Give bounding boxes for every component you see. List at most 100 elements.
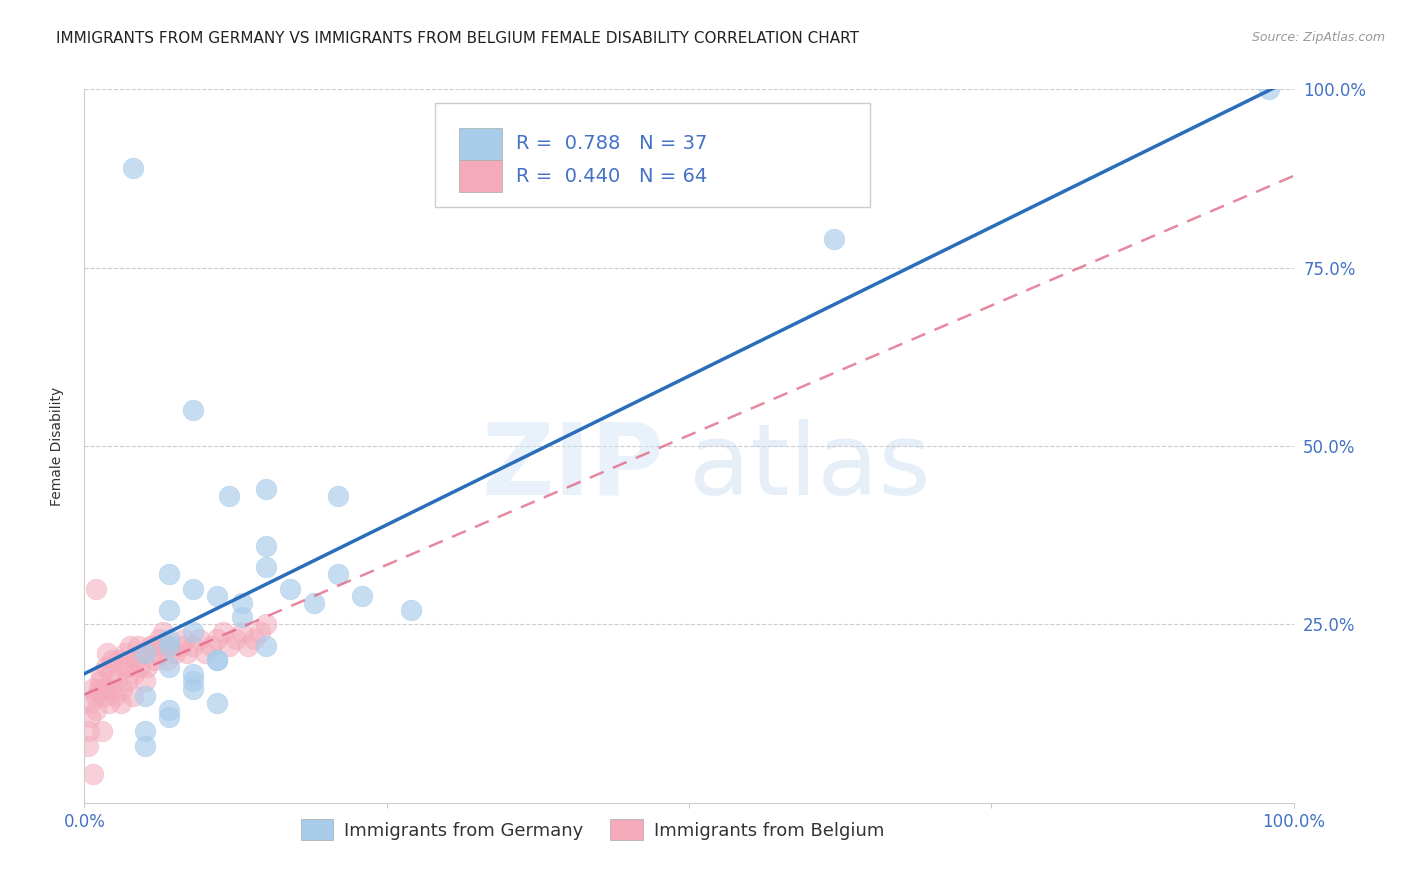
Point: [328, 489, 350, 503]
FancyBboxPatch shape: [460, 161, 502, 193]
Point: [122, 667, 145, 681]
Point: [170, 639, 193, 653]
Point: [181, 624, 204, 639]
Point: [104, 689, 127, 703]
Point: [207, 632, 229, 646]
Point: [96, 646, 118, 660]
Point: [302, 596, 325, 610]
Point: [225, 632, 247, 646]
Point: [218, 639, 240, 653]
Point: [157, 603, 180, 617]
Point: [194, 646, 217, 660]
Point: [157, 567, 180, 582]
Point: [121, 161, 143, 175]
Point: [115, 674, 138, 689]
Point: [207, 696, 229, 710]
Point: [134, 739, 156, 753]
Point: [1258, 82, 1281, 96]
Point: [91, 724, 114, 739]
Text: Source: ZipAtlas.com: Source: ZipAtlas.com: [1251, 31, 1385, 45]
Point: [148, 632, 170, 646]
Point: [200, 639, 222, 653]
Point: [181, 582, 204, 596]
Point: [155, 653, 177, 667]
Point: [242, 632, 264, 646]
Point: [134, 674, 156, 689]
Point: [254, 539, 277, 553]
Point: [231, 624, 253, 639]
Point: [157, 710, 180, 724]
Point: [120, 639, 142, 653]
Point: [212, 624, 235, 639]
Point: [77, 739, 100, 753]
Point: [94, 660, 117, 674]
Point: [141, 639, 163, 653]
Point: [127, 639, 149, 653]
Point: [157, 632, 180, 646]
Text: R =  0.440   N = 64: R = 0.440 N = 64: [516, 167, 707, 186]
Point: [79, 710, 101, 724]
Point: [112, 660, 135, 674]
Text: atlas: atlas: [689, 419, 931, 516]
Point: [207, 653, 229, 667]
Point: [254, 617, 277, 632]
Point: [181, 639, 204, 653]
Point: [111, 681, 134, 696]
Point: [278, 582, 301, 596]
Text: ZIP: ZIP: [482, 419, 665, 516]
Point: [254, 482, 277, 496]
Point: [249, 624, 271, 639]
Point: [79, 696, 101, 710]
Point: [254, 560, 277, 574]
Point: [157, 639, 180, 653]
Point: [110, 696, 132, 710]
FancyBboxPatch shape: [460, 128, 502, 160]
Point: [218, 489, 240, 503]
Point: [188, 632, 211, 646]
Point: [80, 681, 103, 696]
Point: [86, 703, 108, 717]
Point: [134, 724, 156, 739]
Text: IMMIGRANTS FROM GERMANY VS IMMIGRANTS FROM BELGIUM FEMALE DISABILITY CORRELATION: IMMIGRANTS FROM GERMANY VS IMMIGRANTS FR…: [56, 31, 859, 46]
Point: [94, 681, 117, 696]
Point: [125, 653, 148, 667]
Point: [165, 646, 187, 660]
Point: [87, 681, 110, 696]
Text: R =  0.788   N = 37: R = 0.788 N = 37: [516, 134, 707, 153]
Point: [117, 660, 139, 674]
Point: [93, 689, 115, 703]
Point: [236, 639, 259, 653]
Point: [823, 232, 845, 246]
Point: [176, 646, 198, 660]
Point: [352, 589, 374, 603]
Point: [134, 646, 156, 660]
Point: [97, 696, 120, 710]
Point: [129, 660, 152, 674]
Point: [207, 653, 229, 667]
Point: [100, 667, 122, 681]
Point: [107, 653, 129, 667]
Point: [121, 689, 143, 703]
Y-axis label: Female Disability: Female Disability: [49, 386, 63, 506]
Point: [138, 639, 160, 653]
Point: [181, 674, 204, 689]
Legend: Immigrants from Germany, Immigrants from Belgium: Immigrants from Germany, Immigrants from…: [294, 812, 891, 847]
Point: [129, 646, 152, 660]
Point: [181, 403, 204, 417]
Point: [181, 681, 204, 696]
Point: [146, 646, 169, 660]
Point: [98, 681, 121, 696]
Point: [157, 703, 180, 717]
Point: [157, 639, 180, 653]
Point: [82, 767, 104, 781]
Point: [77, 724, 100, 739]
Point: [143, 653, 166, 667]
Point: [114, 646, 136, 660]
Point: [89, 674, 111, 689]
Point: [231, 610, 253, 624]
Point: [101, 653, 124, 667]
Point: [90, 667, 112, 681]
Point: [399, 603, 422, 617]
Point: [173, 632, 195, 646]
Point: [207, 589, 229, 603]
